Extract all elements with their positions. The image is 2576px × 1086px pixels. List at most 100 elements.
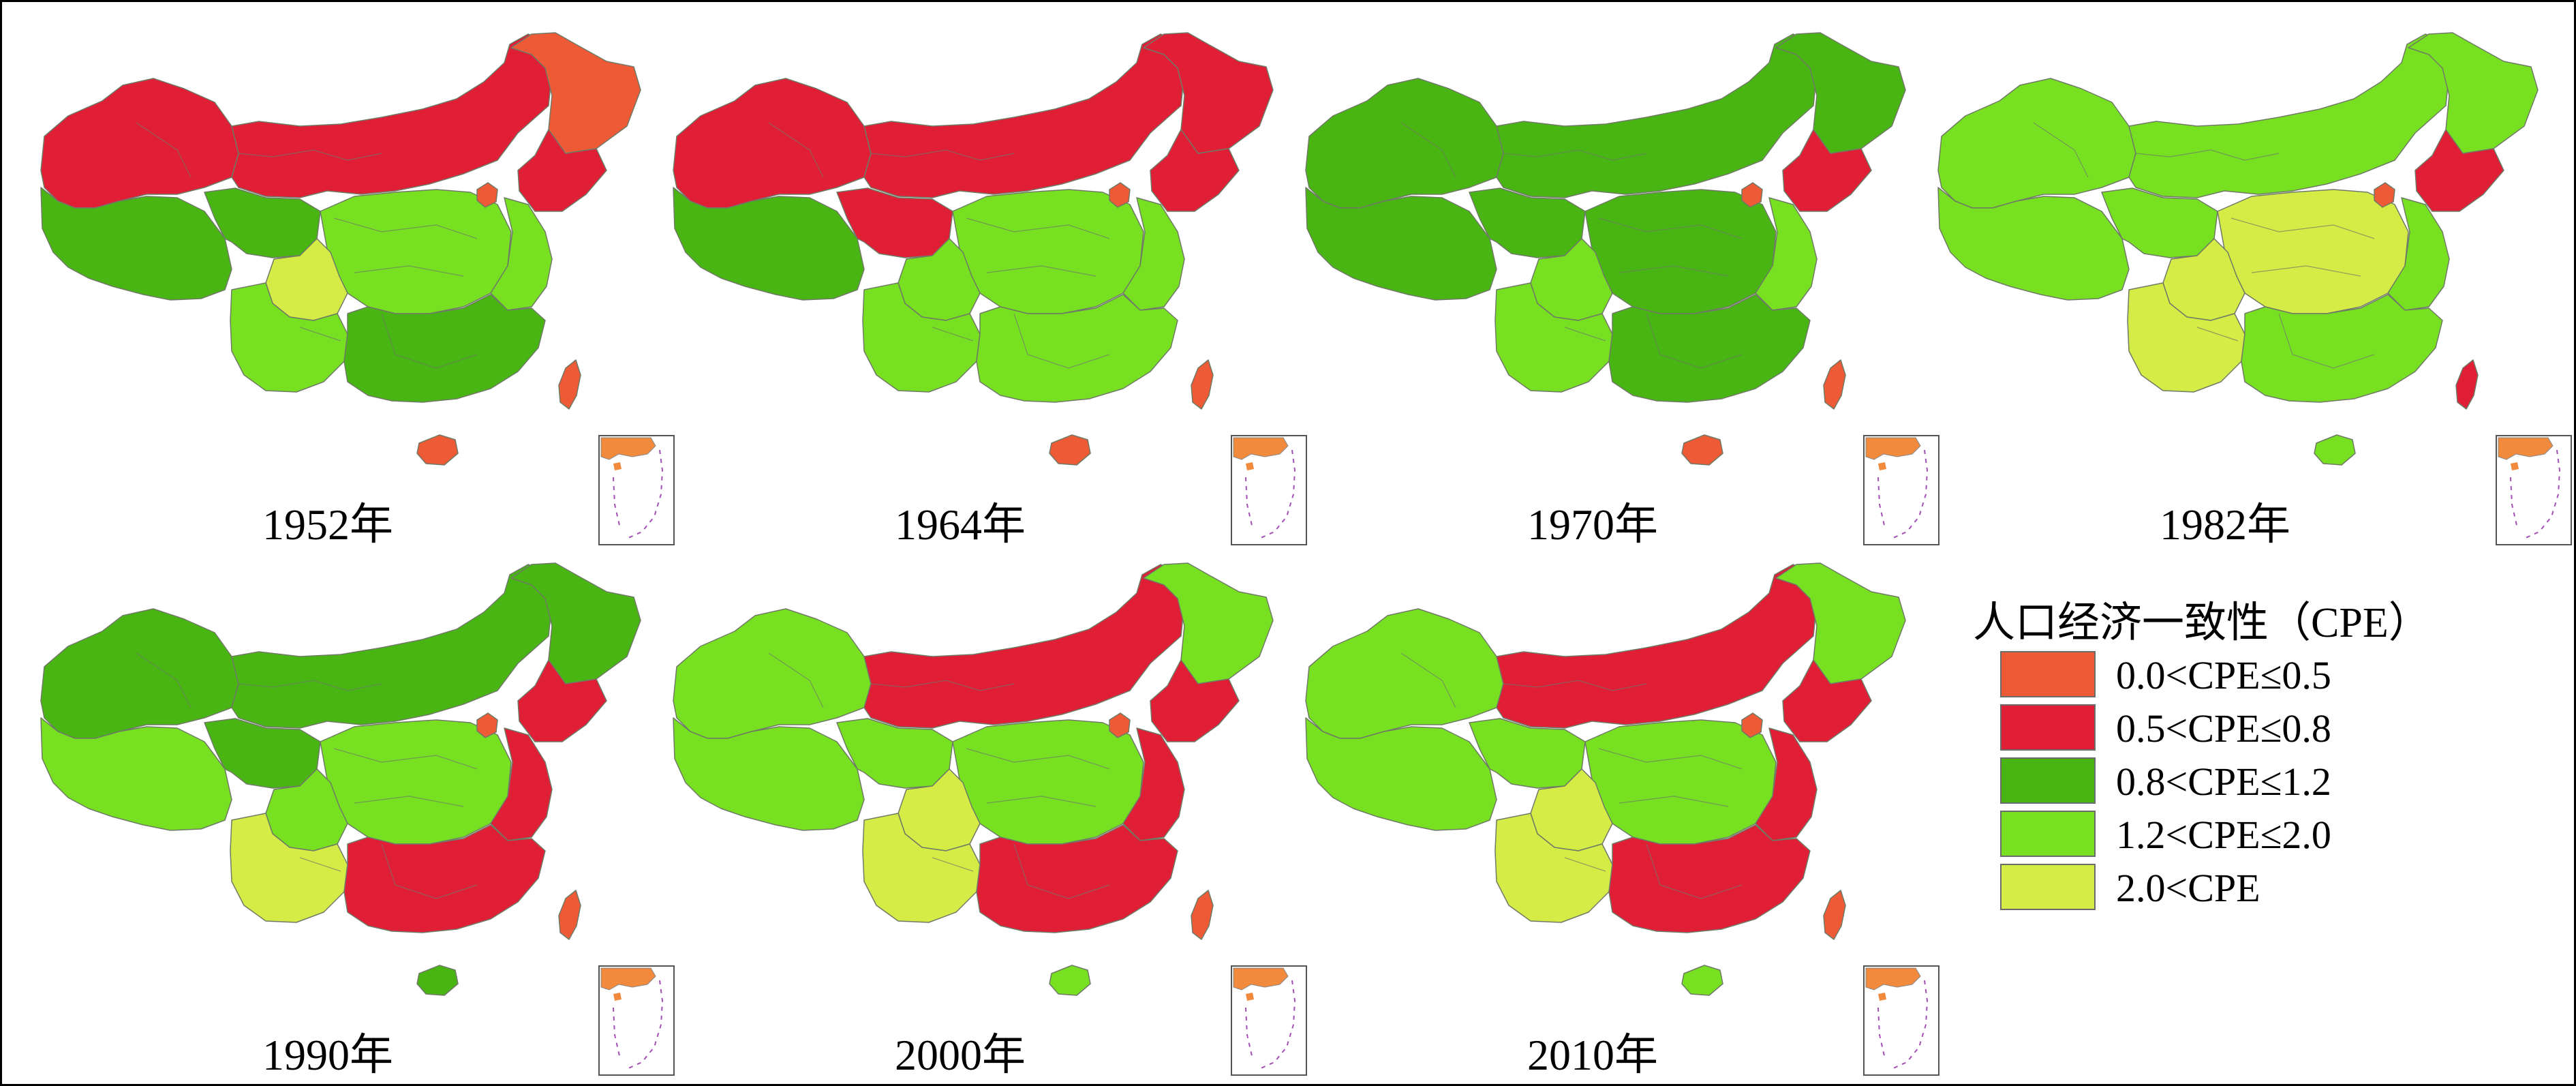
province-boundary (870, 149, 1015, 161)
province-boundary (1646, 313, 1743, 369)
china-map (1937, 32, 2539, 466)
province-boundary (333, 217, 478, 239)
region-hainan (1049, 965, 1091, 996)
province-boundary (966, 748, 1110, 770)
province-boundary (136, 122, 191, 178)
region-northeast (1150, 129, 1240, 212)
legend-swatch (2000, 811, 2096, 857)
inset-map (1865, 967, 1929, 1070)
province-boundary (2033, 122, 2089, 178)
province-boundary (1598, 217, 1743, 239)
region-southeast (976, 824, 1178, 933)
province-boundary (768, 122, 824, 178)
region-taiwan (1823, 359, 1846, 410)
legend-swatch (2000, 757, 2096, 804)
region-northeast (2414, 129, 2504, 212)
year-label: 2000年 (895, 1031, 1026, 1079)
province-boundary (966, 217, 1110, 239)
nine-dash-line (1877, 980, 1929, 1070)
region-heilongjiang (1775, 562, 1906, 684)
legend-label: 0.5<CPE≤0.8 (2116, 706, 2331, 751)
region-taiwan (1191, 359, 1214, 410)
region-southeast (2241, 294, 2443, 403)
region-northeast (1150, 659, 1240, 742)
inset-coast (1865, 967, 1921, 991)
legend-item: 0.8<CPE≤1.2 (2000, 757, 2518, 806)
region-west (1937, 78, 2136, 209)
region-east (1122, 197, 1185, 311)
region-northeast (517, 129, 607, 212)
province-boundary (1598, 748, 1743, 770)
legend-item: 2.0<CPE (2000, 864, 2518, 913)
year-label: 1970年 (1527, 500, 1658, 549)
region-northeast (1782, 659, 1872, 742)
region-southeast (343, 294, 546, 403)
region-beijing (1109, 712, 1131, 738)
region-heilongjiang (510, 32, 641, 154)
inset-island (613, 462, 622, 470)
region-north (2128, 33, 2450, 198)
region-east (490, 727, 553, 841)
year-label: 1964年 (895, 500, 1026, 549)
region-north (863, 564, 1185, 729)
nine-dash-line (2510, 449, 2561, 539)
legend-swatch (2000, 704, 2096, 751)
region-west (40, 608, 239, 739)
legend-label: 0.8<CPE≤1.2 (2116, 759, 2331, 804)
region-central (952, 189, 1144, 314)
legend-item: 0.5<CPE≤0.8 (2000, 704, 2518, 753)
map-panel-1970: 1970年 (1292, 14, 1939, 549)
province-boundary (2278, 313, 2375, 369)
region-central (952, 719, 1144, 845)
inset-coast (2498, 437, 2554, 460)
inset-coast (600, 437, 656, 460)
region-heilongjiang (510, 562, 641, 684)
region-tibet (673, 187, 865, 301)
region-central (320, 189, 512, 314)
nine-dash-line (1877, 449, 1929, 539)
inset-island (613, 993, 622, 1001)
province-boundary (986, 796, 1097, 807)
legend-label: 2.0<CPE (2116, 866, 2260, 910)
region-north (1496, 564, 1818, 729)
region-east (2387, 197, 2450, 311)
region-heilongjiang (1775, 32, 1906, 154)
province-boundary (932, 327, 974, 342)
map-panel-2010: 2010年 (1292, 544, 1939, 1079)
region-northeast (517, 659, 607, 742)
province-boundary (986, 265, 1097, 277)
inset-island (1246, 993, 1254, 1001)
province-boundary (1503, 149, 1647, 161)
province-boundary (1646, 843, 1743, 899)
legend-label: 1.2<CPE≤2.0 (2116, 813, 2331, 857)
region-taiwan (558, 359, 581, 410)
region-heilongjiang (1143, 32, 1274, 154)
region-hainan (2314, 434, 2356, 466)
province-boundary (1619, 796, 1729, 807)
region-hainan (416, 434, 459, 466)
legend-item: 1.2<CPE≤2.0 (2000, 811, 2518, 860)
legend-label: 0.0<CPE≤0.5 (2116, 653, 2331, 697)
region-east (1122, 727, 1185, 841)
province-boundary (354, 796, 464, 807)
south-china-sea-inset (598, 965, 675, 1076)
region-northeast (1782, 129, 1872, 212)
province-boundary (1013, 843, 1110, 899)
inset-map (600, 967, 664, 1070)
region-southeast (343, 824, 546, 933)
south-china-sea-inset (598, 435, 675, 545)
region-west (673, 78, 872, 209)
province-boundary (1400, 122, 1456, 178)
region-tibet (1305, 717, 1497, 831)
province-boundary (1503, 680, 1647, 691)
inset-island (1878, 462, 1886, 470)
map-panel-1990: 1990年 (27, 544, 675, 1079)
region-southeast (976, 294, 1178, 403)
legend-title: 人口经济一致性（CPE） (1973, 600, 2431, 646)
inset-island (1878, 993, 1886, 1001)
region-taiwan (558, 890, 581, 940)
map-panel-1964: 1964年 (660, 14, 1307, 549)
nine-dash-line (1245, 449, 1296, 539)
south-china-sea-inset (1231, 435, 1307, 545)
region-north (863, 33, 1185, 198)
